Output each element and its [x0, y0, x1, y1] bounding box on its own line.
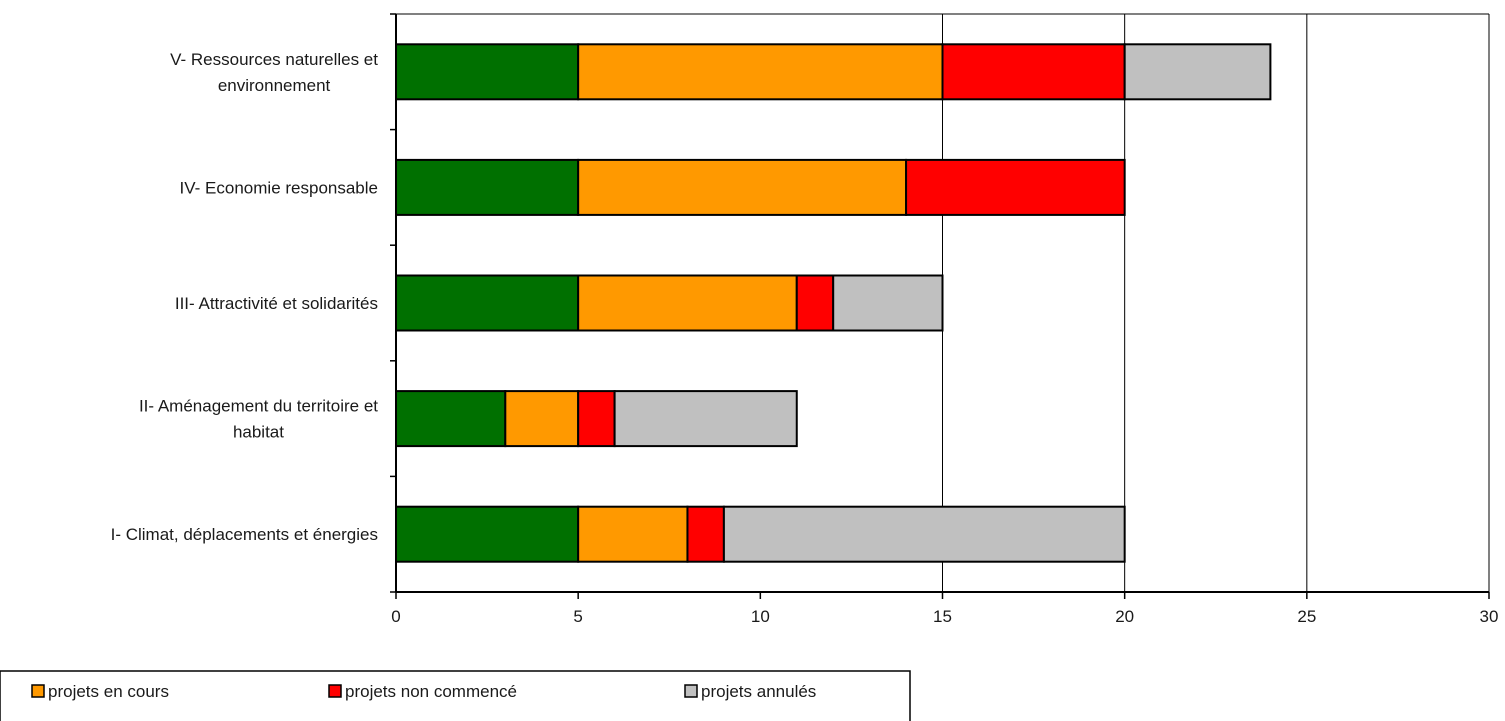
- category-label: II- Aménagement du territoire et habitat: [139, 397, 378, 442]
- x-tick-label: 0: [391, 607, 400, 626]
- category-label-line: II- Aménagement du territoire et: [139, 397, 378, 416]
- bar-segment: [686, 505, 725, 563]
- legend: projets en cours projets non commencé proj…: [0, 670, 911, 721]
- bar-segment: [395, 158, 580, 216]
- bar-segment: [795, 274, 835, 332]
- bar-segment: [577, 505, 689, 563]
- category-label: V- Ressources naturelles et environnement: [170, 50, 378, 95]
- category-label-line: III- Attractivité et solidarités: [175, 294, 378, 313]
- legend-label: projets non commencé: [345, 682, 517, 701]
- bar-segment: [395, 390, 507, 448]
- x-tick-label: 15: [933, 607, 952, 626]
- bar-segment: [577, 274, 798, 332]
- x-tick-label: 5: [573, 607, 582, 626]
- bar-segment: [577, 390, 616, 448]
- bar-segment: [395, 274, 580, 332]
- bar-segment: [941, 43, 1126, 101]
- category-labels: V- Ressources naturelles et environnement…: [111, 50, 379, 544]
- bar-segment: [905, 158, 1126, 216]
- bars: [395, 43, 1272, 563]
- legend-swatch: [328, 684, 342, 698]
- category-label-line: V- Ressources naturelles et: [170, 50, 378, 69]
- legend-swatch: [684, 684, 698, 698]
- legend-label: projets en cours: [48, 682, 169, 701]
- category-label-line: I- Climat, déplacements et énergies: [111, 525, 378, 544]
- bar-segment: [577, 43, 944, 101]
- x-tick-label: 10: [751, 607, 770, 626]
- x-tick-labels: 0 5 10 15 20 25 30: [391, 607, 1498, 626]
- legend-label: projets annulés: [701, 682, 816, 701]
- bar-segment: [613, 390, 798, 448]
- category-label: III- Attractivité et solidarités: [175, 294, 378, 313]
- category-label-line: environnement: [218, 76, 331, 95]
- category-label: I- Climat, déplacements et énergies: [111, 525, 378, 544]
- bar-segment: [577, 158, 908, 216]
- bar-segment: [395, 505, 580, 563]
- x-tick-label: 30: [1480, 607, 1499, 626]
- bar-segment: [395, 43, 580, 101]
- axes: [390, 13, 1490, 599]
- bar-segment: [504, 390, 580, 448]
- bar-segment: [1123, 43, 1272, 101]
- x-tick-label: 20: [1115, 607, 1134, 626]
- legend-box: [0, 670, 911, 721]
- category-label-line: IV- Economie responsable: [180, 178, 378, 197]
- category-label-line: habitat: [233, 423, 284, 442]
- bar-segment: [722, 505, 1126, 563]
- legend-swatch: [31, 684, 45, 698]
- x-tick-label: 25: [1297, 607, 1316, 626]
- bar-segment: [832, 274, 944, 332]
- category-label: IV- Economie responsable: [180, 178, 378, 197]
